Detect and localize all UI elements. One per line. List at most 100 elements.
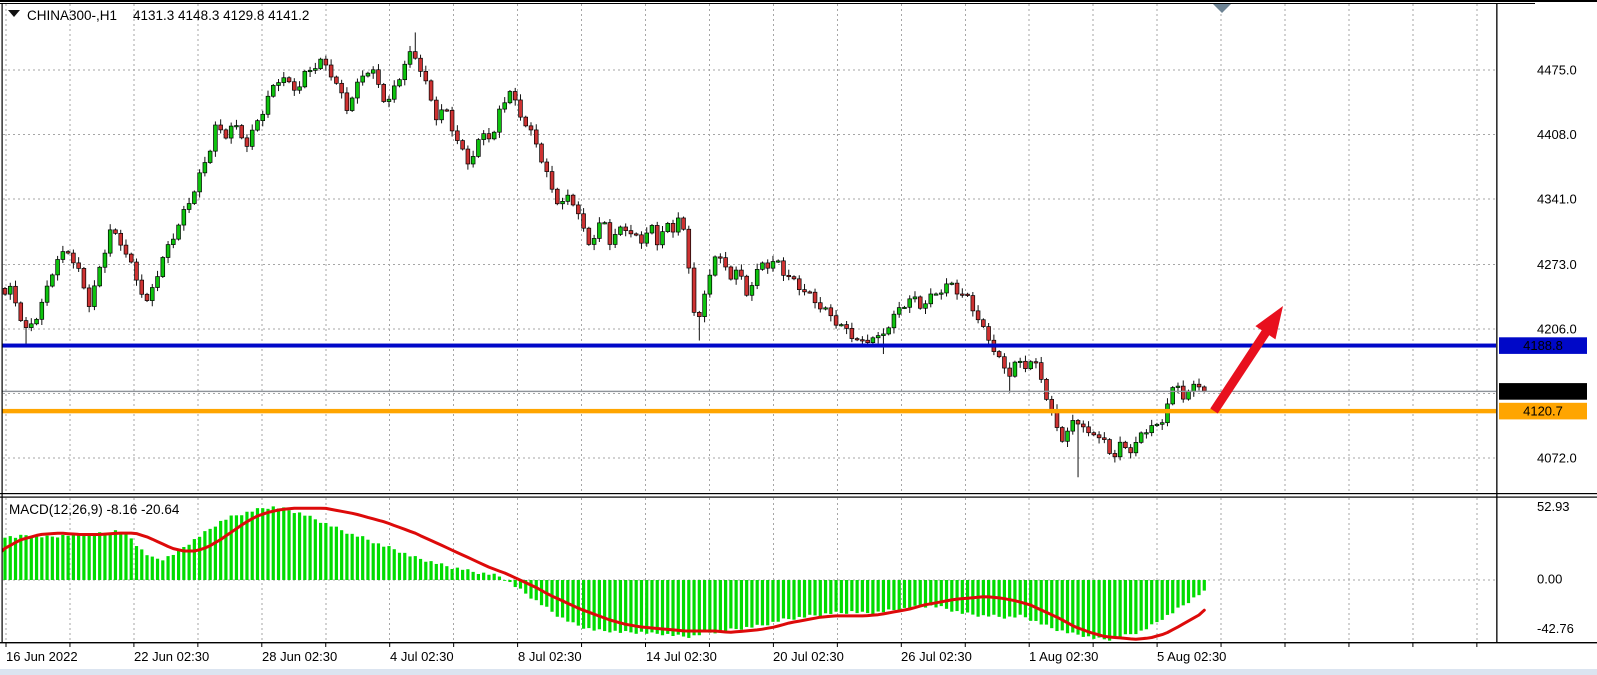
trend-arrow-shaft xyxy=(1210,329,1270,414)
macd-histogram-bar xyxy=(1029,580,1033,621)
macd-histogram-bar xyxy=(934,580,938,608)
chart-top-frame xyxy=(0,3,1535,4)
macd-histogram-bar xyxy=(1123,580,1127,635)
candle-bear xyxy=(544,161,550,172)
resistance-price-badge-label: 4188.8 xyxy=(1523,338,1563,353)
candle-bull xyxy=(702,293,707,317)
candle-bear xyxy=(18,302,24,321)
candle-bear xyxy=(1128,447,1133,454)
candle-bull xyxy=(1191,383,1197,392)
candle-bear xyxy=(570,194,576,206)
candle-bear xyxy=(549,171,555,190)
macd-histogram-bar xyxy=(608,580,612,633)
panel-separator-lower[interactable] xyxy=(0,496,1597,498)
candle-bear xyxy=(339,82,344,94)
candle-bull xyxy=(302,70,308,88)
macd-histogram-bar xyxy=(655,580,659,634)
candle-bull xyxy=(891,313,897,329)
macd-histogram-bar xyxy=(681,580,686,637)
candle-bear xyxy=(334,76,339,84)
candles-layer xyxy=(2,32,1207,478)
macd-histogram-bar xyxy=(639,580,644,632)
macd-histogram-bar xyxy=(750,580,754,628)
candle-bear xyxy=(1196,383,1202,388)
indicator-label: MACD(12,26,9) -8.16 -20.64 xyxy=(9,502,180,517)
macd-histogram-bar xyxy=(618,580,623,633)
candle-bull xyxy=(775,260,781,263)
macd-histogram-bar xyxy=(582,580,586,629)
candle-bear xyxy=(134,261,139,281)
candle-bull xyxy=(1070,420,1076,432)
candle-bull xyxy=(207,150,213,163)
macd-histogram-bar xyxy=(929,580,933,606)
macd-histogram-bar xyxy=(960,580,964,614)
macd-histogram-bar xyxy=(213,526,217,580)
time-scale-area[interactable]: 16 Jun 2022 22 Jun 02:30 28 Jun 02:30 4 … xyxy=(6,649,1226,664)
candle-bull xyxy=(733,269,739,280)
macd-histogram-bar xyxy=(413,556,417,580)
candle-bull xyxy=(1028,361,1033,369)
macd-histogram-bar xyxy=(261,508,265,580)
candle-bull xyxy=(397,79,402,87)
candle-bull xyxy=(712,256,718,276)
chart-shift-marker-icon[interactable] xyxy=(1213,4,1231,13)
candle-bear xyxy=(739,269,744,277)
candle-bull xyxy=(355,81,360,99)
macd-histogram-bar xyxy=(1144,580,1149,630)
macd-histogram-bar xyxy=(766,580,770,626)
candle-bear xyxy=(586,227,592,245)
candle-bull xyxy=(39,301,45,320)
macd-histogram-bar xyxy=(355,536,360,580)
macd-histogram-bar xyxy=(24,535,28,580)
candle-bull xyxy=(228,125,234,139)
candle-bear xyxy=(765,262,770,269)
candle-bear xyxy=(144,293,150,301)
macd-histogram-bar xyxy=(92,534,97,580)
candle-bear xyxy=(76,262,81,269)
time-tick-label: 16 Jun 2022 xyxy=(6,649,78,664)
macd-histogram-bar xyxy=(403,552,407,580)
candle-bear xyxy=(633,233,639,236)
macd-histogram-bar xyxy=(276,508,281,580)
macd-histogram-bar xyxy=(13,537,18,580)
panel-separator-upper[interactable] xyxy=(0,493,1597,495)
symbol-dropdown-icon[interactable] xyxy=(8,10,20,17)
macd-histogram-bar xyxy=(3,537,7,580)
macd-histogram-bar xyxy=(19,534,23,580)
candle-bull xyxy=(313,68,318,71)
candle-bull xyxy=(391,85,397,100)
macd-histogram-bar xyxy=(839,580,843,614)
macd-histogram-bar xyxy=(724,580,728,632)
macd-histogram-bar xyxy=(776,580,780,622)
macd-histogram-bar xyxy=(487,574,491,580)
candle-bear xyxy=(376,69,381,85)
macd-histogram-bar xyxy=(597,580,601,630)
candle-bear xyxy=(518,99,523,118)
candle-bear xyxy=(292,81,297,91)
macd-tick-label: 52.93 xyxy=(1537,499,1570,514)
candle-bear xyxy=(1096,434,1102,439)
macd-histogram-bar xyxy=(155,558,160,580)
candle-bull xyxy=(823,307,828,310)
candle-bear xyxy=(139,279,145,295)
candle-bear xyxy=(1112,453,1118,458)
price-tick-label: 4206.0 xyxy=(1537,322,1577,337)
macd-histogram-bar xyxy=(576,580,580,626)
candle-bear xyxy=(381,84,386,102)
candle-bull xyxy=(886,327,891,335)
macd-histogram-bar xyxy=(871,580,875,615)
candle-bull xyxy=(1149,425,1154,434)
macd-histogram-bar xyxy=(897,580,901,611)
price-scale-area[interactable]: 4475.0 4408.0 4341.0 4273.0 4206.0 4072.… xyxy=(1499,63,1587,637)
candle-bear xyxy=(1180,385,1186,400)
support-price-badge xyxy=(1499,402,1587,420)
macd-histogram-bar xyxy=(834,580,838,612)
macd-histogram-bar xyxy=(129,538,133,580)
macd-histogram-bar xyxy=(539,580,544,606)
candle-bull xyxy=(1159,422,1165,425)
trend-arrow-annotation[interactable] xyxy=(1210,306,1283,414)
macd-histogram-bar xyxy=(745,580,749,627)
candle-bear xyxy=(986,326,991,341)
